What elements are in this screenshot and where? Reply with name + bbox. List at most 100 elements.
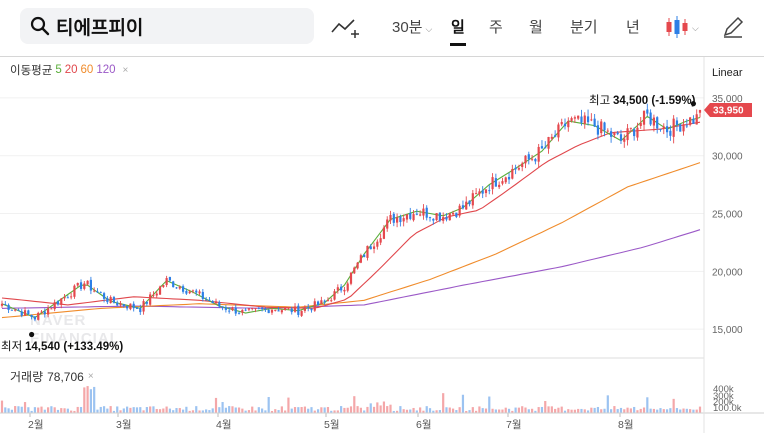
period-30min[interactable]: 30분 ⌵ — [392, 19, 433, 36]
current-price: 33,950 — [713, 106, 744, 117]
y-tick-label: 15,000 — [712, 325, 743, 336]
candle-body — [435, 213, 438, 221]
candle-body — [438, 212, 441, 221]
candle-body — [231, 307, 234, 311]
volume-bar — [603, 408, 606, 413]
volume-bar — [675, 408, 679, 413]
volume-bar — [201, 410, 204, 413]
period-month[interactable]: 월 — [529, 19, 543, 36]
candle-body — [451, 212, 455, 215]
volume-bar — [415, 410, 418, 413]
trend-line-icon[interactable] — [330, 14, 360, 40]
candle-body — [79, 282, 83, 289]
volume-bar — [191, 410, 195, 413]
volume-value: 78,706 — [47, 369, 84, 384]
volume-bar — [567, 409, 570, 413]
candle-body — [527, 154, 530, 160]
volume-bar — [521, 406, 524, 413]
volume-bar — [102, 406, 106, 413]
volume-bar — [326, 407, 330, 413]
volume-bar — [208, 410, 211, 413]
volume-bar — [501, 409, 504, 413]
volume-bar — [168, 408, 172, 413]
volume-bar — [593, 407, 596, 413]
candle-body — [333, 291, 336, 300]
volume-bar — [580, 408, 583, 413]
period-day[interactable]: 일 — [450, 16, 466, 46]
period-week[interactable]: 주 — [489, 19, 503, 36]
period-year[interactable]: 년 — [626, 19, 640, 36]
volume-legend: 거래량 78,706 × — [10, 368, 94, 385]
volume-bar — [20, 406, 23, 413]
volume-bar — [544, 401, 547, 413]
volume-bar — [471, 407, 474, 413]
close-icon[interactable]: × — [87, 371, 94, 382]
volume-bar — [93, 386, 96, 413]
search-box[interactable]: 티에프피이 — [20, 8, 314, 44]
volume-bar — [310, 407, 313, 413]
candle-body — [669, 130, 672, 136]
volume-bar — [330, 410, 333, 413]
candle-body — [603, 122, 606, 131]
y-tick-label: 25,000 — [712, 210, 743, 221]
candle-body — [626, 128, 629, 141]
volume-bar — [293, 407, 297, 413]
candle-body — [507, 176, 511, 180]
candle-body — [590, 119, 593, 121]
candle-body — [359, 255, 362, 263]
candle-body — [195, 290, 198, 293]
volume-bar — [172, 410, 175, 413]
volume-bar — [498, 409, 501, 413]
candle-body — [244, 309, 247, 311]
period-quarter[interactable]: 분기 — [570, 19, 598, 36]
candle-body — [652, 117, 656, 126]
scale-mode-toggle[interactable]: Linear — [712, 67, 743, 79]
volume-bar — [560, 406, 563, 413]
volume-bar — [369, 403, 372, 413]
pencil-icon[interactable] — [720, 14, 746, 40]
candle-body — [563, 123, 567, 127]
candle-body — [168, 277, 172, 281]
candle-body — [14, 309, 17, 311]
candle-body — [185, 290, 188, 294]
volume-bar — [7, 408, 10, 413]
volume-bar — [478, 406, 481, 413]
candle-body — [0, 303, 4, 306]
volume-bar — [343, 407, 346, 413]
volume-bar — [540, 406, 544, 413]
volume-tick: 400k — [713, 384, 734, 395]
x-tick-label: 4월 — [216, 419, 232, 431]
volume-bar — [185, 406, 188, 413]
volume-bar — [221, 402, 224, 413]
candle-body — [491, 177, 494, 190]
volume-title: 거래량 — [10, 370, 44, 384]
volume-bar — [428, 408, 432, 413]
volume-bar — [507, 408, 511, 413]
ma-legend: 이동평균 5 20 60 120 × — [10, 62, 128, 78]
candle-body — [261, 307, 264, 309]
volume-bar — [340, 406, 343, 413]
candle-body — [488, 190, 491, 192]
candle-body — [251, 308, 254, 310]
volume-bar — [596, 406, 600, 413]
ma120-line — [1, 229, 701, 309]
candle-body — [40, 311, 43, 313]
volume-bar — [557, 407, 560, 413]
volume-bar — [46, 407, 50, 413]
candle-body — [158, 286, 162, 295]
low-value: 14,540 (+133.49%) — [25, 341, 123, 353]
close-icon[interactable]: × — [122, 64, 129, 76]
y-tick-label: 30,000 — [712, 152, 743, 163]
volume-bar — [129, 407, 132, 413]
candle-body — [682, 124, 685, 132]
candle-body — [524, 155, 527, 164]
candle-body — [557, 124, 560, 138]
volume-bar — [494, 409, 497, 413]
volume-bar — [372, 406, 376, 413]
volume-bar — [672, 398, 675, 413]
candle-body — [662, 126, 665, 129]
volume-bar — [583, 409, 586, 413]
candle-chart-icon[interactable]: ⌵ — [664, 14, 702, 40]
candle-body — [7, 304, 10, 310]
